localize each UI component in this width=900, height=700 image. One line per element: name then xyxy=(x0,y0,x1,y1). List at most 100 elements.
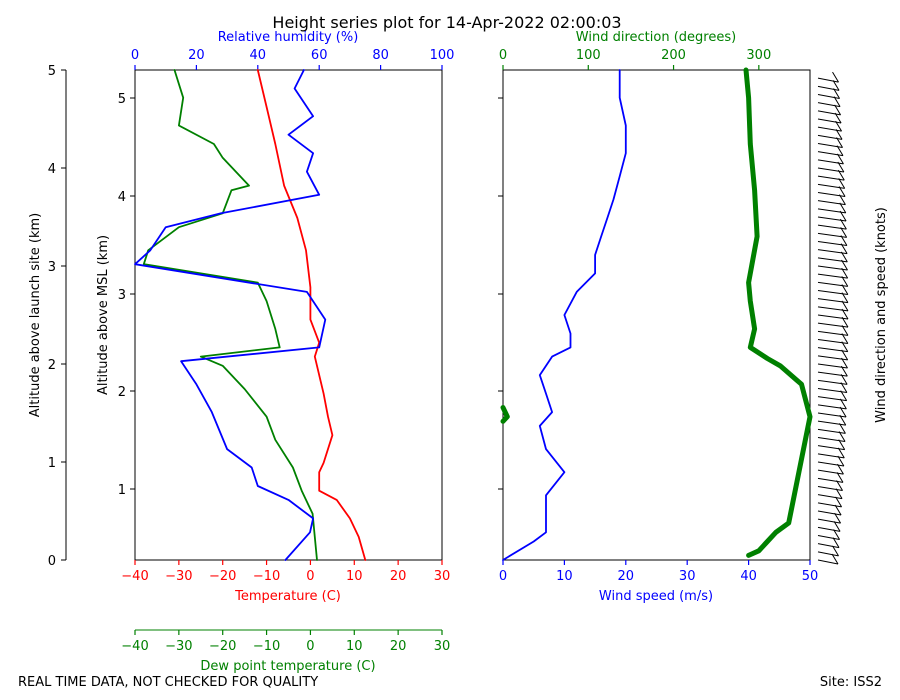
wind-barb xyxy=(817,347,848,353)
wind-barb-flag xyxy=(840,390,848,401)
outer-altitude-tick-label: 4 xyxy=(48,162,56,177)
humidity-axis-ticks: 0 20 40 60 80 100 xyxy=(131,48,455,70)
wind-barb-flag xyxy=(839,406,847,418)
wind-barb xyxy=(817,290,848,295)
wind-barb-flag xyxy=(838,186,846,197)
wind-barb xyxy=(817,477,844,483)
wind-barb-flag xyxy=(836,137,843,148)
msl-altitude-ticks: 1 2 3 4 5 xyxy=(118,92,135,498)
dewpoint-axis-tick-label: −10 xyxy=(253,639,280,654)
wind-barb xyxy=(817,175,845,181)
humidity-axis-tick-label: 0 xyxy=(131,48,139,63)
wind-barb xyxy=(817,134,843,140)
wind-barb-flag xyxy=(840,382,848,393)
humidity-axis-label: Relative humidity (%) xyxy=(218,30,359,45)
wind-barb-flag xyxy=(839,202,847,214)
wind-barb-flag xyxy=(833,529,840,540)
wind-barb xyxy=(817,110,841,116)
outer-altitude-tick-label: 0 xyxy=(48,554,56,569)
wind-direction-line xyxy=(500,405,510,424)
wind-barb xyxy=(817,281,848,287)
wind-barb-flag xyxy=(841,349,849,361)
wind-barb-flag xyxy=(834,112,842,124)
wind-barb xyxy=(817,257,848,263)
wind-direction-tick-label: 100 xyxy=(576,48,601,63)
wind-barb xyxy=(817,379,848,385)
wind-barb-flag xyxy=(832,80,840,91)
wind-barb-flag xyxy=(834,512,842,524)
wind-barb xyxy=(817,469,844,475)
wind-speed-axis-tick-label: 50 xyxy=(802,569,819,584)
dewpoint-axis-tick-label: −20 xyxy=(209,639,236,654)
wind-barb xyxy=(817,151,844,157)
wind-barb-flag xyxy=(837,455,845,467)
wind-barb xyxy=(817,102,841,108)
wind-barb xyxy=(817,224,847,230)
wind-barb xyxy=(817,265,848,271)
wind-barb-flag xyxy=(839,423,846,434)
dewpoint-axis-tick-label: 20 xyxy=(390,639,407,654)
wind-barb-flag xyxy=(837,463,844,475)
temperature-axis-label: Temperature (C) xyxy=(234,589,341,604)
wind-barb xyxy=(817,388,847,393)
msl-altitude-tick-label: 5 xyxy=(118,92,126,107)
wind-barb xyxy=(817,306,849,312)
humidity-axis-tick-label: 80 xyxy=(372,48,389,63)
wind-barb xyxy=(817,322,849,328)
msl-altitude-tick-label: 3 xyxy=(118,288,126,303)
temperature-axis-tick-label: 0 xyxy=(306,569,314,584)
wind-barb-flag xyxy=(833,521,841,532)
left-panel: 0 1 2 3 4 5 Altitude above launch site (km) 1… xyxy=(28,30,454,674)
temperature-axis-tick-label: 20 xyxy=(390,569,407,584)
site-label: Site: ISS2 xyxy=(820,675,882,690)
wind-speed-axis-tick-label: 0 xyxy=(499,569,507,584)
temperature-axis-tick-label: −20 xyxy=(209,569,236,584)
msl-altitude-tick-label: 1 xyxy=(118,483,126,498)
wind-barb xyxy=(817,355,848,361)
wind-barb xyxy=(817,453,845,459)
temperature-axis-tick-label: −40 xyxy=(121,569,148,584)
wind-barb xyxy=(817,543,840,549)
msl-altitude-tick-label: 4 xyxy=(118,190,126,205)
wind-barb xyxy=(817,85,840,91)
quality-disclaimer: REAL TIME DATA, NOT CHECKED FOR QUALITY xyxy=(18,675,318,690)
wind-barb xyxy=(817,216,847,222)
wind-barb-flag xyxy=(840,365,848,377)
humidity-axis-tick-label: 20 xyxy=(188,48,205,63)
humidity-axis-tick-label: 100 xyxy=(430,48,455,63)
wind-barb xyxy=(817,183,845,189)
wind-barb xyxy=(817,159,844,165)
wind-barb xyxy=(817,535,840,540)
wind-barb-flag xyxy=(838,431,846,442)
wind-barb-flag xyxy=(837,161,845,173)
wind-barb xyxy=(817,428,846,434)
wind-barb xyxy=(817,94,840,99)
outer-altitude-tick-label: 5 xyxy=(48,64,56,79)
wind-barb-flag xyxy=(831,553,839,565)
outer-altitude-tick-label: 3 xyxy=(48,260,56,275)
dewpoint-axis-ticks: −40 −30 −20 −10 0 10 20 30 xyxy=(121,630,450,654)
wind-speed-axis-label: Wind speed (m/s) xyxy=(599,589,713,604)
wind-barb xyxy=(817,437,846,442)
wind-barb xyxy=(817,249,848,255)
outer-altitude-ticks: 0 1 2 3 4 5 xyxy=(48,64,66,569)
wind-barb-flag xyxy=(836,472,844,483)
wind-barb xyxy=(817,339,848,344)
left-plot-frame xyxy=(134,69,443,561)
humidity-line xyxy=(134,69,327,561)
wind-barb xyxy=(817,461,844,467)
wind-barb-flag xyxy=(839,210,847,222)
wind-barb xyxy=(817,412,847,418)
dewpoint-axis-label: Dew point temperature (C) xyxy=(200,659,375,674)
wind-barb xyxy=(817,510,842,516)
wind-barb-flag xyxy=(839,194,846,205)
dewpoint-axis-tick-label: −40 xyxy=(121,639,148,654)
right-panel: 0 100 200 300 Wind direction (degrees) 0 10 2… xyxy=(498,30,889,604)
wind-barb-flag xyxy=(833,88,840,99)
wind-barb-flag xyxy=(834,104,842,116)
wind-direction-tick-label: 300 xyxy=(746,48,771,63)
wind-barb-flag xyxy=(839,398,847,410)
wind-barb-flag xyxy=(839,414,847,426)
dewpoint-axis-tick-label: 30 xyxy=(434,639,451,654)
wind-barb-flag xyxy=(840,374,848,385)
